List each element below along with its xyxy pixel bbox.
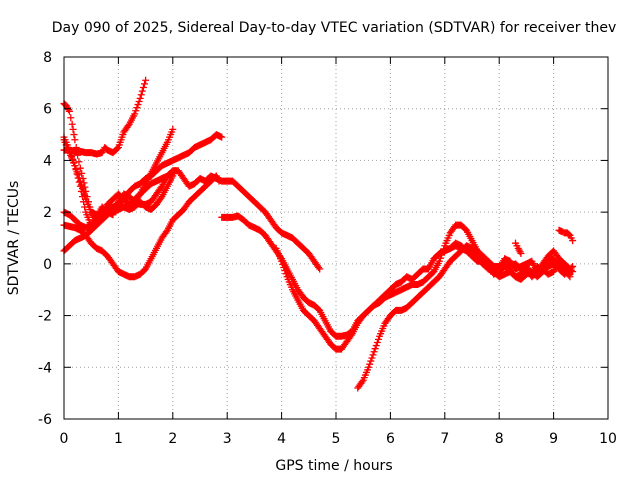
data-point <box>70 131 78 139</box>
data-point <box>132 107 140 115</box>
data-point <box>139 84 147 92</box>
data-point <box>169 125 177 133</box>
x-tick-label: 3 <box>223 431 232 447</box>
data-point <box>138 87 146 95</box>
data-point <box>65 146 73 154</box>
data-point <box>316 265 324 273</box>
data-point <box>124 122 132 130</box>
data-point <box>135 192 143 200</box>
data-point <box>368 354 376 362</box>
data-point <box>80 198 88 206</box>
x-tick-label: 9 <box>549 431 558 447</box>
data-point <box>68 120 76 128</box>
data-point <box>371 345 379 353</box>
data-point <box>131 110 139 118</box>
data-points <box>60 76 577 392</box>
x-tick-label: 10 <box>599 431 617 447</box>
x-tick-label: 0 <box>60 431 69 447</box>
data-point <box>135 97 143 105</box>
y-tick-label: -6 <box>38 412 52 428</box>
data-point <box>366 360 374 368</box>
y-axis-label: SDTVAR / TECUs <box>6 181 22 296</box>
chart-title: Day 090 of 2025, Sidereal Day-to-day VTE… <box>52 20 616 36</box>
x-tick-label: 8 <box>495 431 504 447</box>
data-point <box>279 260 287 268</box>
data-point <box>374 335 382 343</box>
data-point <box>370 348 378 356</box>
data-point <box>157 194 165 202</box>
data-point <box>81 203 89 211</box>
data-point <box>69 155 77 163</box>
data-point <box>67 114 75 122</box>
data-point <box>137 91 145 99</box>
x-tick-label: 4 <box>277 431 286 447</box>
y-tick-label: -2 <box>38 309 52 325</box>
data-point <box>315 263 323 271</box>
data-point <box>76 182 84 190</box>
data-point <box>75 178 83 186</box>
x-tick-label: 7 <box>440 431 449 447</box>
data-point <box>172 167 180 175</box>
y-tick-label: 8 <box>43 50 52 66</box>
data-point <box>282 270 290 278</box>
x-axis-label: GPS time / hours <box>275 458 392 474</box>
data-point <box>566 270 574 278</box>
series-arc-l <box>512 239 525 258</box>
data-point <box>97 212 105 220</box>
series-arc-e <box>60 172 223 281</box>
data-point <box>358 378 366 386</box>
series-arc-k <box>441 242 574 278</box>
data-point <box>373 338 381 346</box>
series-arc-m <box>555 226 577 245</box>
x-tick-label: 5 <box>332 431 341 447</box>
data-point <box>347 331 355 339</box>
data-point <box>71 162 79 170</box>
x-tick-label: 1 <box>114 431 123 447</box>
y-tick-label: 2 <box>43 205 52 221</box>
data-point <box>69 125 77 133</box>
data-point <box>278 257 286 265</box>
y-tick-label: 4 <box>43 153 52 169</box>
data-point <box>141 80 149 88</box>
data-point <box>517 250 525 258</box>
axis-ticks: 0 1 2 3 4 5 6 7 8 9 10 -6 -4 -2 0 2 4 6 8 <box>38 50 617 447</box>
data-point <box>67 149 75 157</box>
data-point <box>142 76 150 84</box>
data-point <box>435 257 443 265</box>
data-point <box>218 133 226 141</box>
y-tick-label: -4 <box>38 360 52 376</box>
data-point <box>569 237 577 245</box>
data-point <box>75 158 83 166</box>
data-point <box>77 187 85 195</box>
data-point <box>113 145 121 153</box>
data-point <box>365 363 373 371</box>
data-point <box>162 228 170 236</box>
data-point <box>68 152 76 160</box>
x-tick-label: 6 <box>386 431 395 447</box>
data-point <box>280 263 288 271</box>
grid-lines <box>64 57 608 419</box>
series-arc-i <box>272 239 574 353</box>
data-point <box>136 94 144 102</box>
data-point <box>372 342 380 350</box>
data-point <box>73 170 81 178</box>
data-point <box>281 267 289 275</box>
data-point <box>74 174 82 182</box>
data-point <box>133 104 141 112</box>
data-point <box>78 193 86 201</box>
data-point <box>367 357 375 365</box>
x-tick-label: 2 <box>168 431 177 447</box>
data-point <box>369 351 377 359</box>
series-arc-g <box>60 125 177 229</box>
data-point <box>70 158 78 166</box>
y-tick-label: 0 <box>43 257 52 273</box>
data-point <box>72 166 80 174</box>
data-point <box>71 136 79 144</box>
data-point <box>215 177 223 185</box>
y-tick-label: 6 <box>43 102 52 118</box>
data-point <box>134 101 142 109</box>
